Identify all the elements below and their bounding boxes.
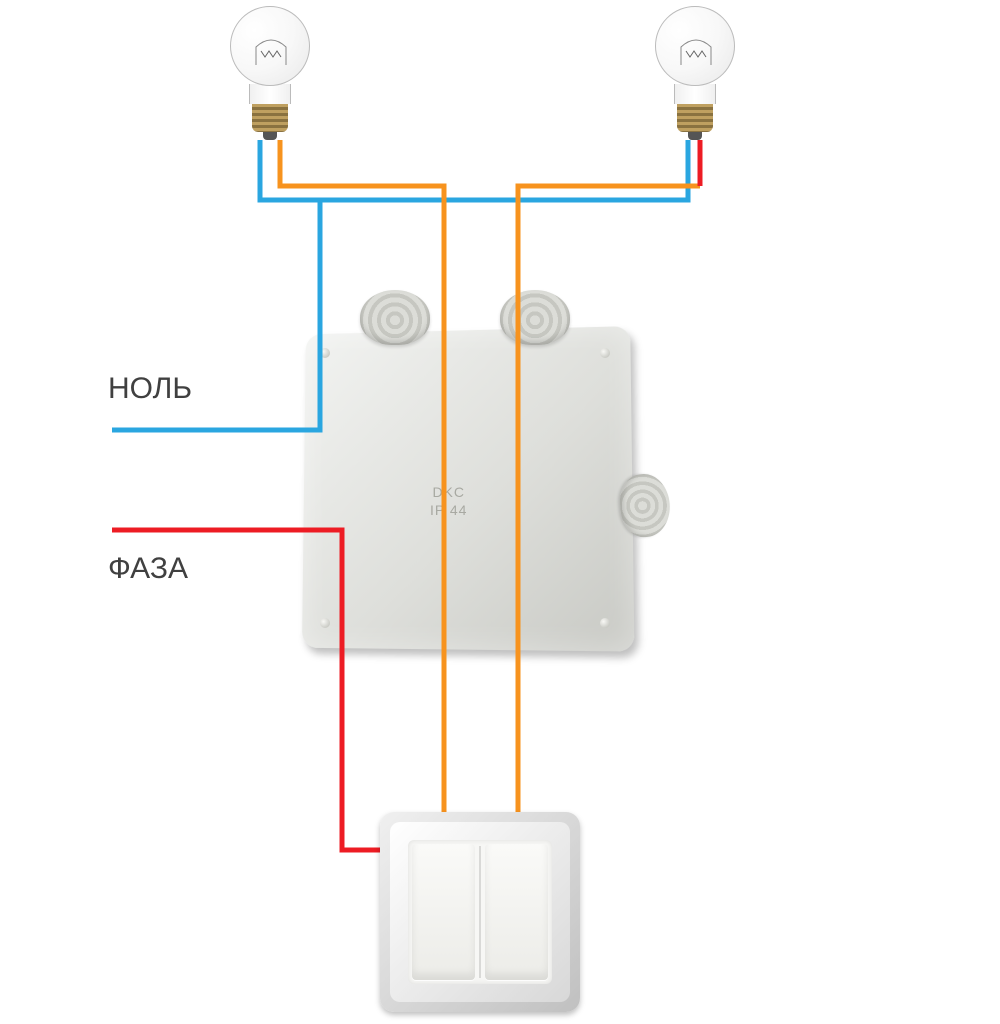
filament-icon: [676, 37, 716, 67]
junction-box-brand: DKC IP 44: [430, 483, 467, 519]
wall-switch-double: [380, 812, 580, 1012]
bulb-base: [677, 104, 713, 132]
switch-key-left[interactable]: [412, 844, 475, 980]
model-text: IP 44: [430, 502, 467, 518]
brand-text: DKC: [432, 484, 465, 500]
junction-box-body: [302, 326, 634, 651]
bulb-neck: [674, 84, 716, 104]
switch-plate: [408, 840, 552, 984]
switch-divider: [479, 846, 481, 978]
bulb-glass: [230, 6, 310, 86]
screw-icon: [600, 618, 610, 628]
bulb-tip: [688, 132, 702, 140]
screw-icon: [320, 348, 330, 358]
bulb-glass: [655, 6, 735, 86]
bulb-neck: [249, 84, 291, 104]
switch-key-right[interactable]: [485, 844, 548, 980]
light-bulb-left: [230, 6, 310, 136]
label-phase: ФАЗА: [108, 552, 188, 586]
screw-icon: [600, 348, 610, 358]
cable-gland-top-right: [500, 290, 570, 345]
bulb-base: [252, 104, 288, 132]
filament-icon: [251, 37, 291, 67]
screw-icon: [320, 618, 330, 628]
junction-box: DKC IP 44: [290, 288, 640, 648]
cable-gland-top-left: [360, 290, 430, 345]
wire-neutral-right: [320, 140, 688, 200]
light-bulb-right: [655, 6, 735, 136]
bulb-tip: [263, 132, 277, 140]
label-neutral: НОЛЬ: [108, 372, 192, 406]
